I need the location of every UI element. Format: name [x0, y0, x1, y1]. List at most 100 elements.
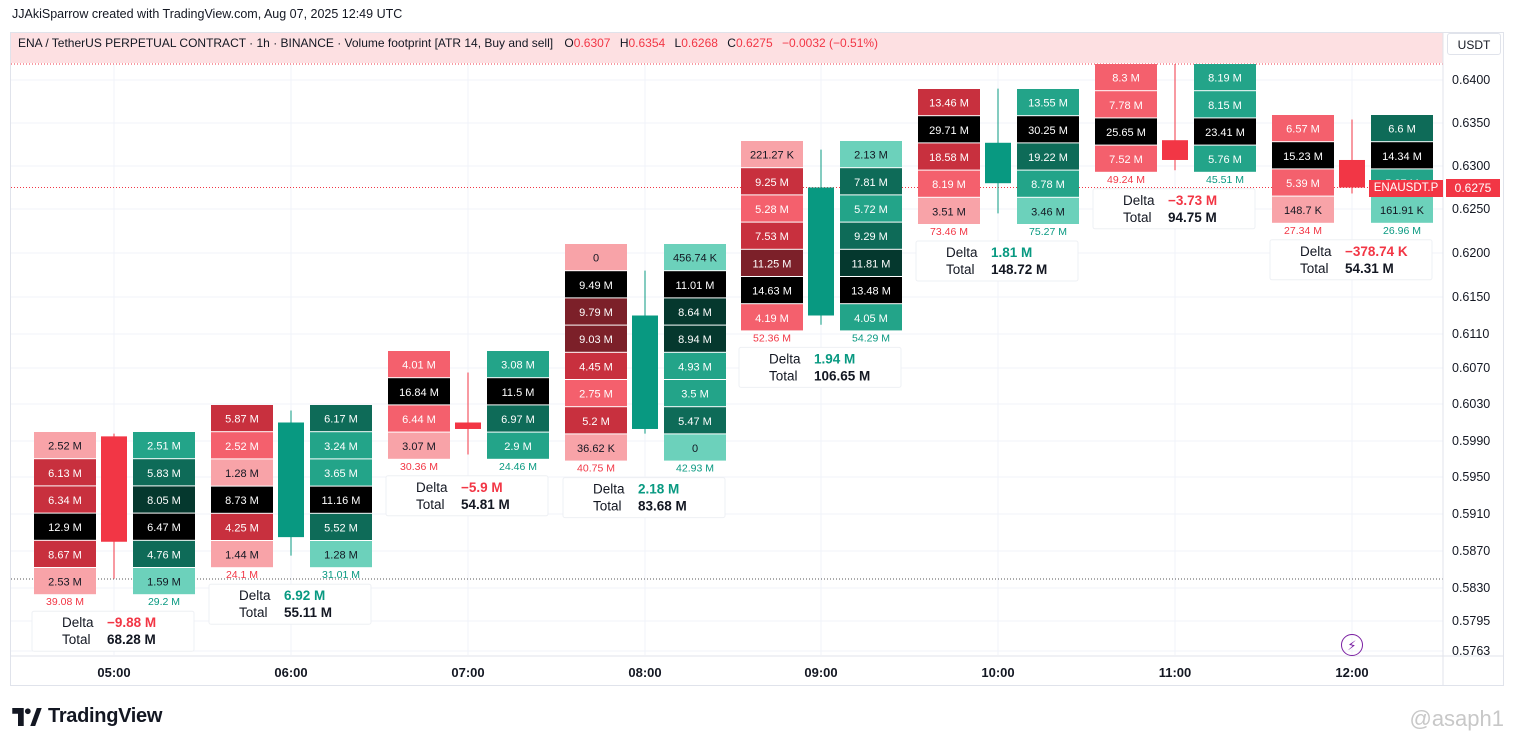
- y-tick-label: 0.6300: [1452, 159, 1490, 173]
- buy-volume-cell: [840, 277, 902, 304]
- buy-volume-label: 11.5 M: [502, 387, 535, 399]
- total-label: Total: [416, 497, 445, 512]
- sell-volume-cell: [918, 89, 980, 116]
- sell-volume-cell: [565, 325, 627, 352]
- legend-low-value: 0.6268: [681, 36, 718, 50]
- total-label: Total: [1123, 210, 1152, 225]
- chart-frame: [10, 32, 1504, 686]
- buy-volume-label: 6.17 M: [324, 414, 358, 426]
- buy-volume-cell: [840, 249, 902, 276]
- sell-volume-cell: [741, 141, 803, 168]
- y-tick-label: 0.6030: [1452, 397, 1490, 411]
- sell-volume-cell: [741, 195, 803, 222]
- sell-volume-cell: [388, 378, 450, 405]
- buy-volume-cell: [664, 298, 726, 325]
- buy-volume-label: 3.65 M: [324, 468, 358, 480]
- total-value: 54.31 M: [1345, 261, 1394, 276]
- total-value: 55.11 M: [284, 605, 332, 620]
- sell-volume-cell: [741, 222, 803, 249]
- sell-volume-cell: [34, 540, 96, 567]
- buy-volume-cell: [840, 195, 902, 222]
- total-value: 54.81 M: [461, 497, 510, 512]
- sell-volume-cell: [211, 513, 273, 540]
- sell-volume-label: 2.52 M: [48, 441, 82, 453]
- sell-volume-label: 1.44 M: [225, 550, 259, 562]
- total-value: 106.65 M: [814, 368, 870, 383]
- sell-volume-label: 2.53 M: [48, 577, 82, 589]
- x-tick-label: 06:00: [274, 665, 307, 680]
- sell-volume-label: 0: [593, 253, 599, 265]
- sell-volume-cell: [1272, 169, 1334, 196]
- buy-volume-cell: [1017, 197, 1079, 224]
- sell-volume-cell: [34, 513, 96, 540]
- sell-volume-cell: [1095, 118, 1157, 145]
- delta-box: [738, 346, 902, 388]
- buy-total-label: 75.27 M: [1029, 226, 1067, 238]
- author-watermark: @asaph1: [1409, 706, 1504, 731]
- buy-volume-cell: [840, 304, 902, 331]
- buy-volume-label: 5.72 M: [854, 204, 888, 216]
- y-tick-label: 0.6070: [1452, 361, 1490, 375]
- buy-volume-label: 11.81 M: [852, 258, 891, 270]
- buy-volume-cell: [664, 352, 726, 379]
- delta-box: [1092, 188, 1256, 230]
- lightning-icon[interactable]: ⚡: [1341, 634, 1363, 656]
- sell-volume-label: 2.52 M: [225, 441, 259, 453]
- sell-volume-cell: [565, 244, 627, 271]
- buy-volume-label: 8.78 M: [1031, 179, 1065, 191]
- buy-volume-label: 6.6 M: [1388, 124, 1416, 136]
- total-label: Total: [769, 368, 798, 383]
- sell-volume-label: 8.67 M: [48, 549, 82, 561]
- sell-volume-cell: [388, 351, 450, 378]
- buy-volume-cell: [1194, 64, 1256, 91]
- buy-volume-cell: [664, 407, 726, 434]
- delta-box: [915, 240, 1079, 282]
- sell-volume-cell: [741, 168, 803, 195]
- tradingview-logo-text: TradingView: [48, 705, 163, 727]
- candle-body: [632, 315, 658, 429]
- sell-volume-label: 36.62 K: [577, 443, 616, 455]
- currency-button[interactable]: USDT: [1447, 33, 1501, 55]
- sell-total-label: 52.36 M: [753, 332, 791, 344]
- buy-volume-cell: [487, 351, 549, 378]
- candle-body: [278, 422, 304, 538]
- buy-volume-cell: [1371, 115, 1433, 142]
- sell-volume-cell: [918, 197, 980, 224]
- buy-volume-cell: [310, 432, 372, 459]
- x-tick-label: 10:00: [981, 665, 1014, 680]
- sell-total-label: 73.46 M: [930, 226, 968, 238]
- sell-volume-label: 25.65 M: [1106, 127, 1146, 139]
- sell-volume-cell: [388, 405, 450, 432]
- sell-volume-label: 9.79 M: [579, 307, 613, 319]
- sell-volume-cell: [34, 459, 96, 486]
- buy-volume-label: 2.51 M: [147, 441, 181, 453]
- y-tick-label: 0.6350: [1452, 116, 1490, 130]
- buy-total-label: 26.96 M: [1383, 225, 1421, 237]
- y-tick-label: 0.5830: [1452, 581, 1490, 595]
- buy-volume-label: 4.93 M: [678, 361, 712, 373]
- sell-volume-label: 5.28 M: [755, 204, 789, 216]
- delta-value: 1.94 M: [814, 351, 855, 366]
- buy-volume-cell: [1017, 170, 1079, 197]
- buy-volume-label: 19.22 M: [1028, 152, 1068, 164]
- buy-volume-label: 30.25 M: [1028, 125, 1068, 137]
- sell-volume-cell: [211, 459, 273, 486]
- delta-label: Delta: [769, 351, 801, 366]
- buy-volume-cell: [133, 568, 195, 595]
- buy-volume-cell: [1194, 118, 1256, 145]
- sell-volume-cell: [1095, 91, 1157, 118]
- delta-value: −378.74 K: [1345, 244, 1408, 259]
- x-tick-label: 09:00: [804, 665, 837, 680]
- buy-volume-label: 3.5 M: [681, 389, 709, 401]
- sell-volume-cell: [565, 434, 627, 461]
- tradingview-logo[interactable]: TradingView: [12, 705, 162, 728]
- buy-volume-label: 14.34 M: [1382, 151, 1422, 163]
- delta-box: [208, 583, 372, 625]
- buy-volume-label: 161.91 K: [1380, 205, 1425, 217]
- sell-volume-label: 18.58 M: [929, 152, 969, 164]
- sell-volume-label: 221.27 K: [750, 150, 795, 162]
- delta-label: Delta: [62, 615, 94, 630]
- sell-volume-label: 7.52 M: [1109, 154, 1143, 166]
- x-tick-label: 12:00: [1335, 665, 1368, 680]
